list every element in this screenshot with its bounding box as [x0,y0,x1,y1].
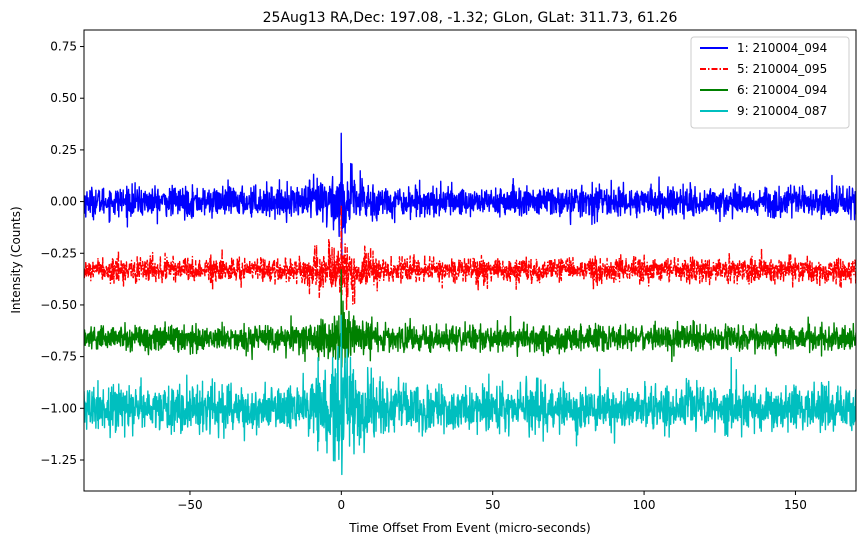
series-line-4 [84,314,856,476]
legend-label: 6: 210004_094 [737,83,827,97]
y-axis-label: Intensity (Counts) [9,206,23,313]
legend-label: 9: 210004_087 [737,104,827,118]
series-layer [84,132,856,476]
x-axis: −50 0 50 100 150 [177,491,807,512]
legend-label: 5: 210004_095 [737,62,827,76]
y-tick-label: −0.50 [40,298,77,312]
legend: 1: 210004_094 5: 210004_095 6: 210004_094 9… [690,36,850,129]
chart-title: 25Aug13 RA,Dec: 197.08, -1.32; GLon, GLa… [263,10,678,26]
plot-frame [83,29,857,492]
series-line-1 [84,132,856,261]
y-axis: 0.75 0.50 0.25 0.00 −0.25 −0.50 −0.75 −1.00 −1.2… [40,40,84,467]
x-tick-label: 0 [338,498,346,512]
y-tick-label: 0.25 [50,143,77,157]
y-tick-label: −0.25 [40,246,77,260]
y-tick-label: −1.00 [40,401,77,415]
x-tick-label: 100 [633,498,656,512]
y-tick-label: −0.75 [40,350,77,364]
legend-frame [690,36,850,129]
y-tick-label: 0.50 [50,91,77,105]
series-line-3 [84,269,856,368]
x-axis-label: Time Offset From Event (micro-seconds) [348,521,590,535]
x-tick-label: 150 [784,498,807,512]
series-line-2 [84,205,856,311]
y-tick-label: 0.00 [50,195,77,209]
x-tick-label: −50 [177,498,202,512]
y-tick-label: −1.25 [40,453,77,467]
legend-label: 1: 210004_094 [737,41,827,55]
y-tick-label: 0.75 [50,40,77,54]
x-tick-label: 50 [485,498,500,512]
